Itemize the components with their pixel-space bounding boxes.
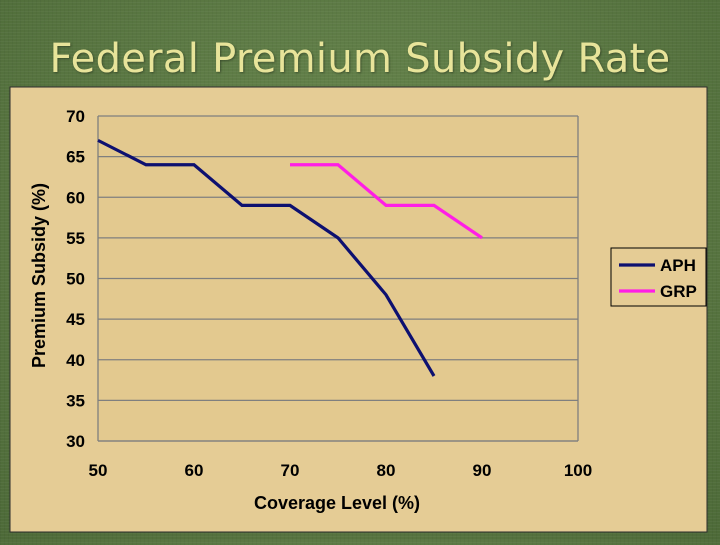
x-tick-label-90: 90 bbox=[473, 461, 492, 480]
y-tick-label-30: 30 bbox=[66, 432, 85, 451]
legend: APH GRP bbox=[611, 248, 706, 306]
y-tick-label-60: 60 bbox=[66, 188, 85, 207]
x-tick-label-80: 80 bbox=[377, 461, 396, 480]
x-tick-label-70: 70 bbox=[281, 461, 300, 480]
y-tick-label-65: 65 bbox=[66, 148, 85, 167]
y-tick-labels: 30 35 40 45 50 55 60 65 70 bbox=[66, 107, 85, 451]
x-axis-title: Coverage Level (%) bbox=[254, 493, 420, 513]
y-axis-title: Premium Subsidy (%) bbox=[29, 183, 49, 368]
y-tick-label-55: 55 bbox=[66, 229, 85, 248]
y-tick-label-50: 50 bbox=[66, 270, 85, 289]
x-tick-label-100: 100 bbox=[564, 461, 592, 480]
legend-label-grp: GRP bbox=[660, 282, 697, 301]
x-tick-label-50: 50 bbox=[89, 461, 108, 480]
legend-label-aph: APH bbox=[660, 256, 696, 275]
y-tick-label-35: 35 bbox=[66, 391, 85, 410]
y-tick-label-45: 45 bbox=[66, 310, 85, 329]
y-tick-label-70: 70 bbox=[66, 107, 85, 126]
x-tick-label-60: 60 bbox=[185, 461, 204, 480]
y-tick-label-40: 40 bbox=[66, 351, 85, 370]
